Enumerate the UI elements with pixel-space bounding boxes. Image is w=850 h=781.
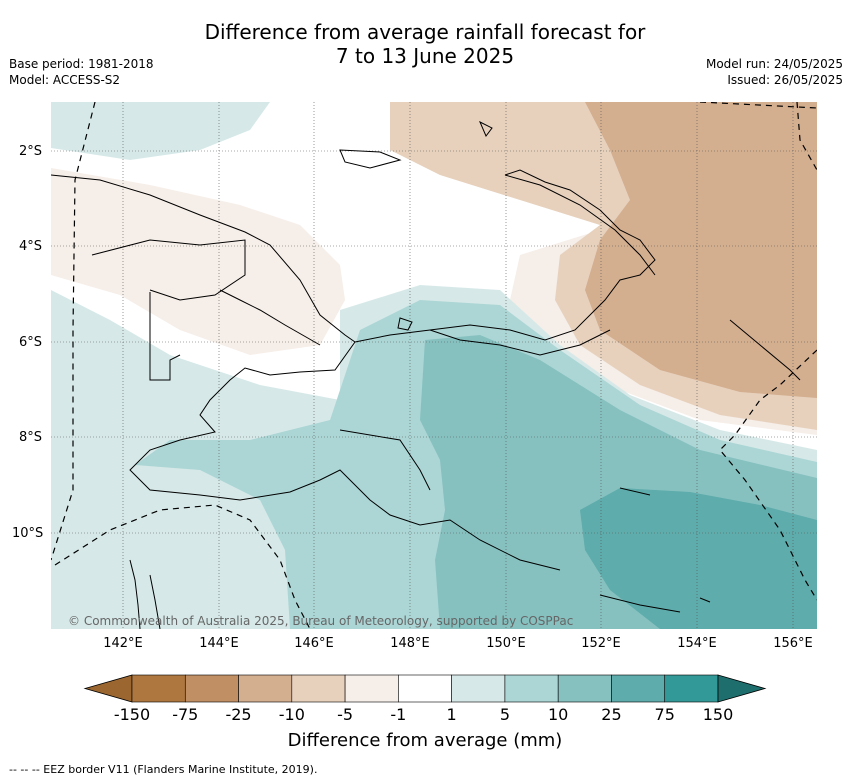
lon-label-150e: 150°E [486, 636, 526, 651]
lat-label-2s: 2°S [19, 144, 43, 159]
lon-label-146e: 146°E [294, 636, 334, 651]
base-period: Base period: 1981-2018 [9, 57, 154, 71]
title-line-1: Difference from average rainfall forecas… [204, 20, 646, 44]
lon-label-154e: 154°E [677, 636, 717, 651]
lat-label-4s: 4°S [19, 239, 43, 254]
model-run: Model run: 24/05/2025 [705, 57, 843, 71]
colorbar-segment [611, 674, 666, 703]
title-line-2: 7 to 13 June 2025 [335, 44, 515, 68]
province-border-3 [339, 429, 431, 491]
lon-label-156e: 156°E [773, 636, 813, 651]
solomons-south-islands [599, 487, 711, 613]
colorbar-extend-low [83, 674, 133, 703]
lon-label-148e: 148°E [390, 636, 430, 651]
province-border-1 [91, 239, 246, 301]
colorbar-segment [451, 674, 506, 703]
colorbar-segment [238, 674, 293, 703]
borders [91, 239, 431, 491]
lat-label-8s: 8°S [19, 430, 43, 445]
new-britain-coastline [429, 329, 611, 356]
colorbar-tick-label: 150 [702, 705, 734, 724]
meta-right: Model run: 24/05/2025 Issued: 26/05/2025 [706, 56, 843, 88]
eez-footnote: -- -- -- EEZ border V11 (Flanders Marine… [9, 763, 318, 776]
new-ireland-coastline [504, 174, 656, 276]
colorbar-segment [344, 674, 399, 703]
colorbar-tick-label: -10 [278, 705, 305, 724]
eez-border-top-right [796, 102, 817, 171]
colorbar-segment [184, 674, 239, 703]
lon-label-142e: 142°E [103, 636, 143, 651]
colorbar-extend-high [717, 674, 767, 703]
colorbar-tick-label: -5 [337, 705, 354, 724]
colorbar-label: Difference from average (mm) [287, 730, 563, 751]
anomaly-zone-neg1-neg5-west [51, 168, 345, 355]
issued-date: Issued: 26/05/2025 [727, 73, 843, 87]
small-island-1 [479, 120, 493, 137]
eez-borders [51, 102, 817, 629]
colorbar-tick-label: -1 [390, 705, 407, 724]
meta-left: Base period: 1981-2018 Model: ACCESS-S2 [9, 56, 154, 88]
colorbar-segment [398, 674, 452, 703]
rainfall-anomaly-layer [51, 102, 817, 629]
province-border-2 [219, 289, 321, 346]
australia-cape-york [129, 559, 161, 629]
bougainville-coastline [729, 319, 801, 381]
colorbar-segment [291, 674, 346, 703]
colorbar [83, 674, 767, 703]
indonesia-png-border [149, 292, 181, 381]
colorbar-segment [664, 674, 719, 703]
new-guinea-coastline [51, 169, 656, 571]
colorbar-tick-label: -75 [172, 705, 199, 724]
coastlines [51, 120, 801, 629]
graticule [51, 102, 817, 629]
colorbar-tick-label: 25 [601, 705, 622, 724]
colorbar-tick-label: 75 [654, 705, 675, 724]
small-island-2 [339, 149, 402, 169]
colorbar-tick-label: 5 [499, 705, 510, 724]
colorbar-segment [131, 674, 186, 703]
eez-border-northeast [699, 102, 817, 109]
anomaly-zone-1-5-northwest [51, 102, 270, 160]
copyright-text: © Commonwealth of Australia 2025, Bureau… [68, 614, 574, 628]
small-island-3 [397, 317, 413, 331]
eez-border-east [719, 349, 817, 601]
colorbar-segment [557, 674, 612, 703]
lon-label-144e: 144°E [199, 636, 239, 651]
colorbar-tick-label: 10 [547, 705, 569, 724]
lat-label-6s: 6°S [19, 335, 43, 350]
colorbar-tick-label: 1 [446, 705, 457, 724]
lat-label-10s: 10°S [12, 526, 44, 541]
model-name: Model: ACCESS-S2 [9, 73, 121, 87]
chart-title: Difference from average rainfall forecas… [0, 20, 850, 68]
anomaly-zone-25-75 [580, 488, 817, 629]
colorbar-tick-label: -150 [113, 705, 151, 724]
colorbar-segment [504, 674, 559, 703]
eez-border-south [54, 504, 311, 629]
anomaly-zone-neg10-neg25 [585, 102, 817, 398]
lon-label-152e: 152°E [581, 636, 621, 651]
colorbar-tick-label: -25 [225, 705, 252, 724]
